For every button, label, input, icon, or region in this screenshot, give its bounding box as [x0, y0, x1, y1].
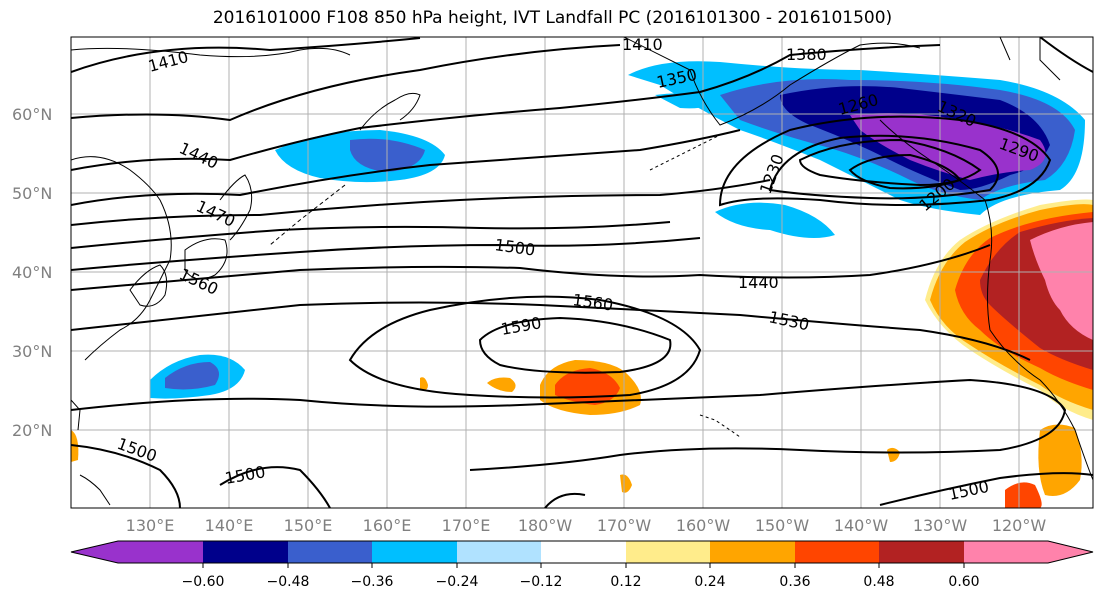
- colorbar-segment: [879, 541, 964, 563]
- lat-label: 20°N: [12, 421, 52, 440]
- colorbar-tick-label: −0.60: [182, 574, 225, 590]
- lon-label: 160°E: [363, 516, 412, 535]
- colorbar-tick-label: −0.48: [267, 574, 310, 590]
- lon-label: 150°W: [755, 516, 810, 535]
- contour-label: 1440: [738, 273, 779, 292]
- colorbar-tick-label: 0.60: [948, 574, 979, 590]
- height-contours: [71, 37, 1093, 508]
- colorbar-segment: [288, 541, 372, 563]
- colorbar-segment: [118, 541, 203, 563]
- lon-label: 150°E: [284, 516, 333, 535]
- contour-label: 1380: [786, 45, 827, 64]
- lon-label: 160°W: [676, 516, 731, 535]
- lat-label: 50°N: [12, 184, 52, 203]
- colorbar-segment: [203, 541, 288, 563]
- colorbar-extend-min: [71, 541, 118, 563]
- lon-label: 140°W: [834, 516, 889, 535]
- colorbar-outline: [70, 540, 1094, 564]
- colorbar-tick-label: −0.12: [520, 574, 563, 590]
- colorbar-segment: [964, 541, 1048, 563]
- colorbar-tick-label: 0.48: [863, 574, 894, 590]
- colorbar-segment: [541, 541, 626, 563]
- colorbar-segment: [710, 541, 795, 563]
- map-frame: [70, 36, 1094, 509]
- lon-label: 130°E: [126, 516, 175, 535]
- contour-label: 1410: [622, 35, 663, 54]
- lat-label: 60°N: [12, 105, 52, 124]
- colorbar: −0.60 −0.48 −0.36 −0.24 −0.12 0.12 0.24 …: [70, 540, 1094, 590]
- lat-label: 40°N: [12, 263, 52, 282]
- latitude-labels: 20°N 30°N 40°N 50°N 60°N: [12, 105, 52, 440]
- lon-label: 120°W: [992, 516, 1047, 535]
- colorbar-extend-max: [1048, 541, 1093, 563]
- longitude-labels: 130°E 140°E 150°E 160°E 170°E 180°W 170°…: [126, 516, 1047, 535]
- colorbar-segment: [457, 541, 541, 563]
- colorbar-tick-label: 0.24: [694, 574, 725, 590]
- positive-ivt-shading: [71, 199, 1093, 508]
- map-plot-area: 1410 1410 1380 1350 1440 1470 1500 1560 …: [71, 35, 1093, 508]
- lon-label: 170°E: [442, 516, 491, 535]
- lat-label: 30°N: [12, 342, 52, 361]
- lon-label: 130°W: [913, 516, 968, 535]
- colorbar-tick-label: 0.12: [610, 574, 641, 590]
- lon-label: 140°E: [205, 516, 254, 535]
- colorbar-segment: [372, 541, 457, 563]
- lon-label: 180°W: [518, 516, 573, 535]
- colorbar-segment: [795, 541, 879, 563]
- lon-label: 170°W: [597, 516, 652, 535]
- colorbar-segment: [626, 541, 710, 563]
- graticule: [71, 37, 1093, 508]
- map-title: 2016101000 F108 850 hPa height, IVT Land…: [212, 8, 893, 28]
- colorbar-tick-label: 0.36: [779, 574, 810, 590]
- colorbar-tick-label: −0.24: [436, 574, 479, 590]
- colorbar-tick-label: −0.36: [351, 574, 394, 590]
